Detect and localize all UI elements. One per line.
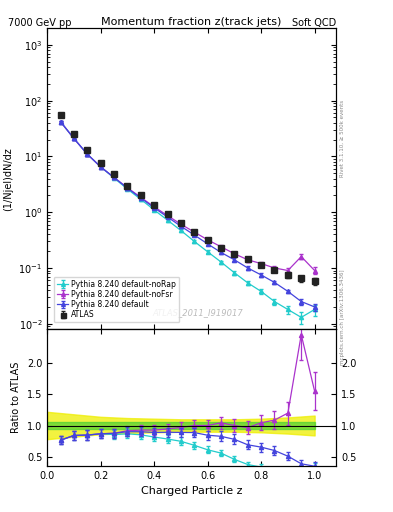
Title: Momentum fraction z(track jets): Momentum fraction z(track jets) [101,17,282,27]
Legend: Pythia 8.240 default-noRap, Pythia 8.240 default-noFsr, Pythia 8.240 default, AT: Pythia 8.240 default-noRap, Pythia 8.240… [54,277,179,322]
Text: mcplots.cern.ch [arXiv:1306.3436]: mcplots.cern.ch [arXiv:1306.3436] [340,270,345,365]
Text: Rivet 3.1.10, ≥ 500k events: Rivet 3.1.10, ≥ 500k events [340,100,345,177]
X-axis label: Charged Particle z: Charged Particle z [141,486,242,496]
Text: Soft QCD: Soft QCD [292,18,336,28]
Text: ATLAS_2011_I919017: ATLAS_2011_I919017 [152,308,243,317]
Text: 7000 GeV pp: 7000 GeV pp [8,18,72,28]
Y-axis label: (1/Njel)dN/dz: (1/Njel)dN/dz [3,147,13,210]
Y-axis label: Ratio to ATLAS: Ratio to ATLAS [11,362,21,433]
